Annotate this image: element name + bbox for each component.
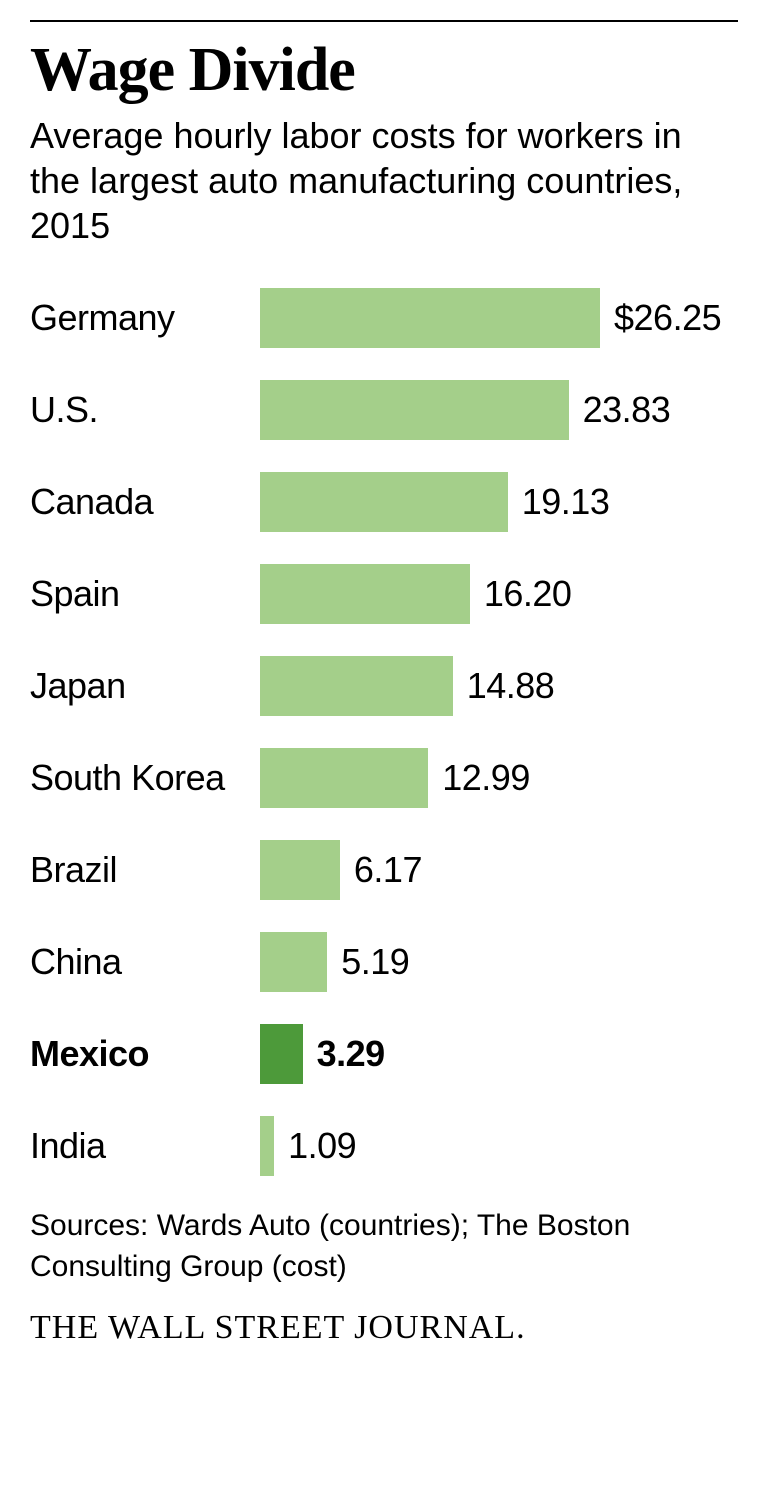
bar-row: China 5.19 (30, 932, 738, 992)
bar-row: Germany $26.25 (30, 288, 738, 348)
bar-row: India 1.09 (30, 1116, 738, 1176)
bar (260, 472, 508, 532)
bar (260, 748, 428, 808)
bar-row: Canada 19.13 (30, 472, 738, 532)
bar-value: 5.19 (341, 941, 409, 983)
bar-wrap: 3.29 (260, 1024, 738, 1084)
bar (260, 932, 327, 992)
bar (260, 288, 600, 348)
bar-label: Germany (30, 297, 260, 339)
bar-row: U.S. 23.83 (30, 380, 738, 440)
bar (260, 1024, 303, 1084)
bar-value: 3.29 (317, 1033, 385, 1075)
bar-wrap: 6.17 (260, 840, 738, 900)
bar-value: 16.20 (484, 573, 572, 615)
bar-label: Canada (30, 481, 260, 523)
bar-row: Brazil 6.17 (30, 840, 738, 900)
bar-row: Mexico 3.29 (30, 1024, 738, 1084)
bar-wrap: 16.20 (260, 564, 738, 624)
bar-label: U.S. (30, 389, 260, 431)
bar-row: Japan 14.88 (30, 656, 738, 716)
bar-label: India (30, 1125, 260, 1167)
bar-label: Mexico (30, 1033, 260, 1075)
top-rule (30, 20, 738, 22)
chart-subtitle: Average hourly labor costs for workers i… (30, 113, 738, 248)
brand-line: THE WALL STREET JOURNAL. (30, 1309, 738, 1347)
bar-row: South Korea 12.99 (30, 748, 738, 808)
bar-value: 14.88 (467, 665, 555, 707)
bar-row: Spain 16.20 (30, 564, 738, 624)
bar-value: 23.83 (583, 389, 671, 431)
bar-value: 19.13 (522, 481, 610, 523)
bar-chart: Germany $26.25 U.S. 23.83 Canada 19.13 Spain 16… (30, 288, 738, 1176)
bar-label: Japan (30, 665, 260, 707)
bar-wrap: 23.83 (260, 380, 738, 440)
source-line: Sources: Wards Auto (countries); The Bos… (30, 1206, 738, 1287)
bar-value: 6.17 (354, 849, 422, 891)
bar-value: 12.99 (442, 757, 530, 799)
bar-label: China (30, 941, 260, 983)
bar (260, 1116, 274, 1176)
bar (260, 564, 470, 624)
chart-title: Wage Divide (30, 38, 738, 103)
bar-wrap: 12.99 (260, 748, 738, 808)
bar (260, 656, 453, 716)
bar (260, 840, 340, 900)
bar-label: Brazil (30, 849, 260, 891)
bar-wrap: 5.19 (260, 932, 738, 992)
bar-value: $26.25 (614, 297, 721, 339)
bar-value: 1.09 (288, 1125, 356, 1167)
bar-wrap: 1.09 (260, 1116, 738, 1176)
bar-wrap: $26.25 (260, 288, 738, 348)
bar (260, 380, 569, 440)
bar-label: Spain (30, 573, 260, 615)
bar-wrap: 14.88 (260, 656, 738, 716)
bar-wrap: 19.13 (260, 472, 738, 532)
bar-label: South Korea (30, 757, 260, 799)
